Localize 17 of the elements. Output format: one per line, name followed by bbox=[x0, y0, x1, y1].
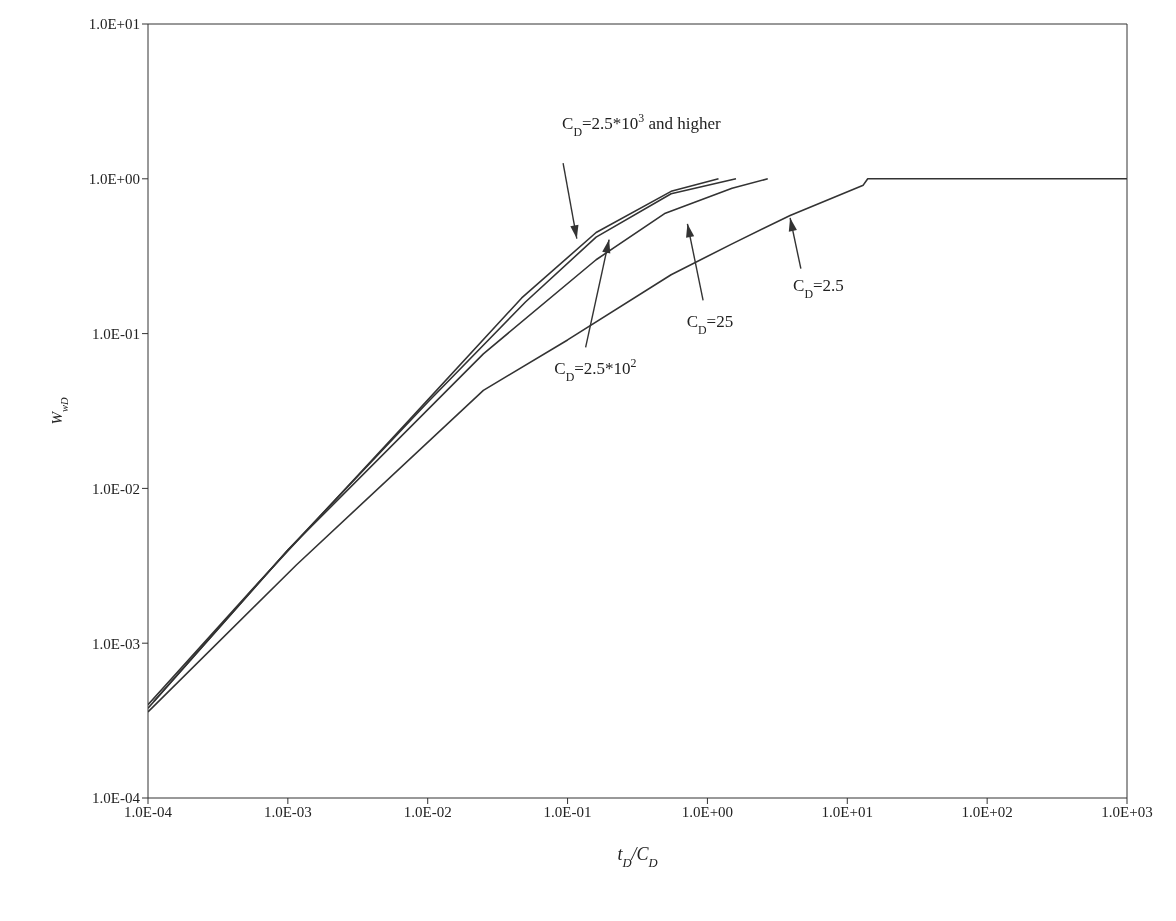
annotation: C$_{D}$=2.5*10$^{3}$ and higher bbox=[562, 110, 722, 139]
x-tick-label: 1.0E-01 bbox=[543, 803, 592, 820]
annotation: C$_{D}$=2.5*10$^{2}$ bbox=[554, 355, 637, 384]
x-tick-label: 1.0E+00 bbox=[681, 803, 734, 820]
x-axis-title: t$_{D}$/C$_{D}$ bbox=[617, 844, 658, 870]
x-tick-label: 1.0E-02 bbox=[403, 803, 452, 820]
y-tick-label: 1.0E-01 bbox=[92, 325, 140, 342]
x-tick-label: 1.0E-03 bbox=[263, 803, 312, 820]
x-tick-label: 1.0E+01 bbox=[821, 803, 873, 820]
x-tick-label: 1.0E+02 bbox=[961, 803, 1013, 820]
x-tick-label: 1.0E+03 bbox=[1101, 803, 1153, 820]
y-tick-label: 1.0E+00 bbox=[88, 171, 140, 188]
y-tick-label: 1.0E-02 bbox=[92, 480, 140, 497]
y-tick-label: 1.0E-03 bbox=[92, 635, 140, 652]
annotation: C$_{D}$=25 bbox=[686, 311, 734, 337]
annotation: C$_{D}$=2.5 bbox=[793, 276, 844, 302]
y-tick-label: 1.0E+01 bbox=[88, 16, 140, 33]
